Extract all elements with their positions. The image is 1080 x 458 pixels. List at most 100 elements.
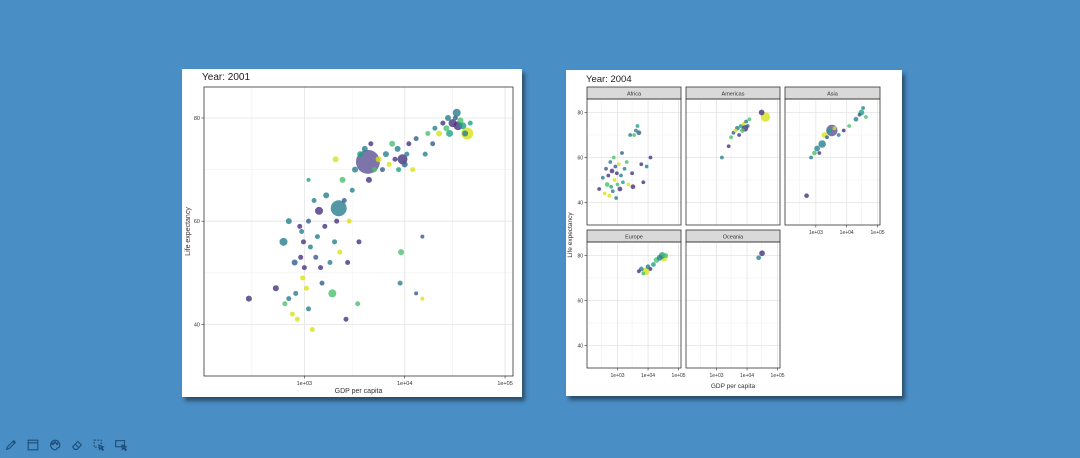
- data-point: [355, 301, 361, 307]
- panel-border: [586, 98, 682, 226]
- data-point: [612, 178, 617, 182]
- x-tick-label: 1e+04: [740, 373, 754, 379]
- data-point: [425, 130, 431, 136]
- facet-strip-label: Africa: [627, 92, 642, 98]
- data-point: [648, 155, 653, 160]
- data-point: [614, 196, 619, 200]
- data-point: [462, 130, 469, 137]
- data-point: [401, 161, 408, 168]
- data-point: [397, 280, 403, 286]
- data-point: [346, 218, 352, 224]
- screen-pointer-icon[interactable]: [112, 436, 130, 454]
- data-point: [291, 259, 298, 266]
- data-point: [610, 189, 615, 194]
- pointer-icon[interactable]: [90, 436, 108, 454]
- facet-strip-label: Oceania: [723, 235, 744, 241]
- data-point: [334, 218, 340, 224]
- data-point: [758, 109, 765, 116]
- data-point: [804, 193, 809, 199]
- data-point: [307, 244, 313, 250]
- data-point: [614, 171, 619, 176]
- x-tick-label: 1e+03: [297, 381, 312, 387]
- chart-title: Year: 2001: [202, 72, 251, 83]
- data-point: [738, 124, 743, 128]
- panel-border: [203, 86, 514, 377]
- data-point: [817, 151, 822, 155]
- data-point: [311, 198, 317, 204]
- y-tick-label: 80: [577, 254, 583, 260]
- data-point: [299, 229, 305, 234]
- data-point: [420, 234, 425, 239]
- data-point: [737, 133, 742, 137]
- data-point: [739, 128, 745, 133]
- data-point: [620, 151, 624, 155]
- data-point: [303, 285, 309, 291]
- y-tick-label: 80: [194, 116, 200, 122]
- data-point: [624, 160, 629, 164]
- data-point: [341, 198, 347, 204]
- data-point: [635, 124, 640, 128]
- data-point: [327, 259, 333, 265]
- data-point: [322, 223, 328, 229]
- data-point: [812, 150, 817, 156]
- data-point: [300, 275, 306, 281]
- data-point: [413, 136, 419, 142]
- data-point: [422, 151, 428, 157]
- data-point: [720, 155, 724, 160]
- data-point: [306, 306, 312, 312]
- data-point: [332, 156, 339, 163]
- data-point: [826, 128, 832, 133]
- data-point: [430, 141, 436, 147]
- data-point: [375, 156, 382, 163]
- window-icon[interactable]: [24, 436, 42, 454]
- data-point: [814, 145, 820, 152]
- data-point: [297, 223, 303, 229]
- data-point: [396, 167, 402, 173]
- data-point: [285, 218, 292, 225]
- chart-title: Year: 2004: [586, 74, 632, 85]
- data-point: [634, 128, 638, 133]
- data-point: [443, 125, 450, 132]
- data-point: [343, 316, 349, 322]
- panel-border: [685, 98, 781, 226]
- data-point: [365, 176, 372, 183]
- data-point: [392, 156, 398, 162]
- data-point: [330, 200, 347, 217]
- data-point: [756, 255, 762, 261]
- panel-border: [685, 241, 781, 369]
- panel-border: [784, 98, 881, 226]
- pencil-icon[interactable]: [2, 436, 20, 454]
- x-tick-label: 1e+05: [771, 373, 785, 379]
- data-point: [729, 135, 733, 140]
- x-tick-label: 1e+05: [672, 373, 686, 379]
- x-axis-label: GDP per capita: [711, 383, 756, 390]
- data-point: [394, 145, 401, 152]
- data-point: [432, 125, 438, 131]
- data-point: [332, 239, 338, 245]
- data-point: [608, 160, 613, 164]
- data-point: [406, 141, 412, 147]
- palette-icon[interactable]: [46, 436, 64, 454]
- data-point: [619, 173, 623, 178]
- data-point: [398, 249, 405, 256]
- eraser-icon[interactable]: [68, 436, 86, 454]
- data-point: [630, 171, 634, 176]
- data-point: [628, 133, 633, 137]
- data-point: [294, 316, 300, 322]
- data-point: [339, 176, 346, 183]
- data-point: [414, 291, 419, 296]
- x-axis-label: GDP per capita: [335, 388, 383, 395]
- data-point: [279, 237, 288, 246]
- data-point: [301, 265, 307, 271]
- data-point: [622, 166, 627, 171]
- y-tick-label: 60: [577, 156, 583, 162]
- y-tick-label: 60: [577, 299, 583, 305]
- data-point: [609, 184, 614, 189]
- data-point: [309, 327, 315, 333]
- data-point: [632, 133, 637, 137]
- data-point: [818, 140, 826, 148]
- data-point: [368, 141, 374, 147]
- data-point: [382, 151, 389, 158]
- data-point: [349, 187, 355, 193]
- annotation-toolbar: [0, 434, 130, 456]
